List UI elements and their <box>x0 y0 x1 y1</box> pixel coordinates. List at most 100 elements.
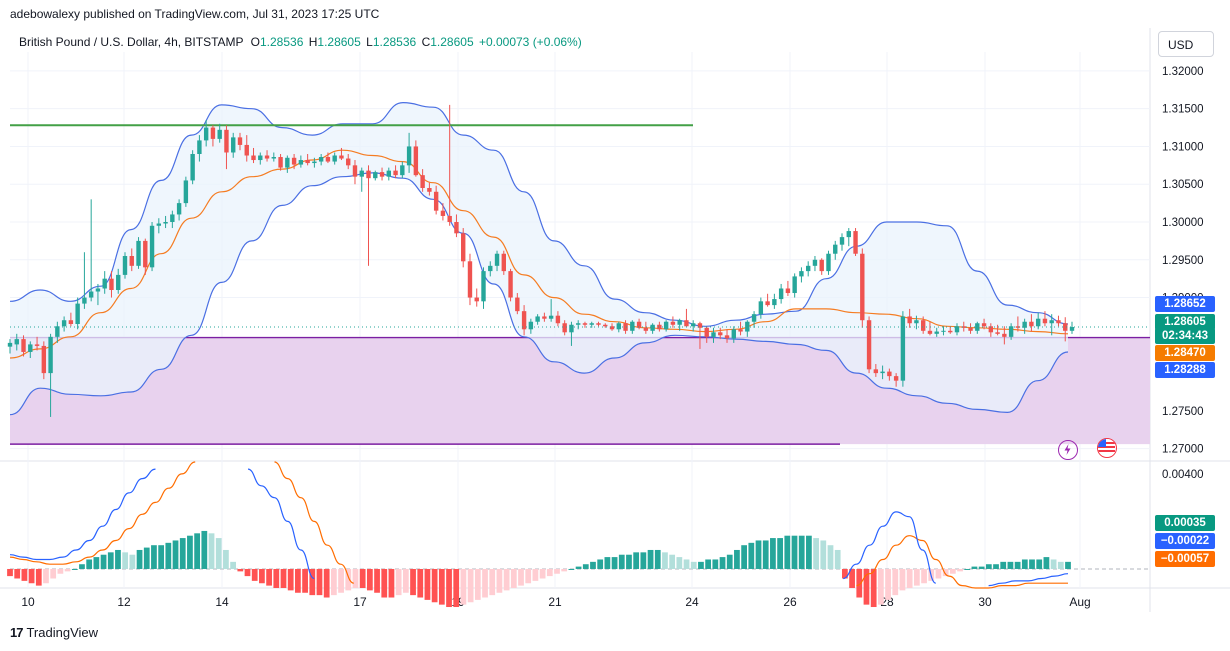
histogram-bar <box>554 568 560 574</box>
candle-body <box>55 326 60 337</box>
histogram-bar <box>604 557 611 569</box>
histogram-bar <box>798 535 805 569</box>
candle-body <box>88 291 94 298</box>
histogram-bar <box>561 568 568 572</box>
candle-body <box>866 320 872 370</box>
candle-body <box>1029 321 1034 327</box>
brand-name[interactable]: TradingView <box>26 625 99 640</box>
histogram-bar <box>1029 559 1035 569</box>
candle-body <box>603 324 608 327</box>
candle-body <box>657 324 662 330</box>
candle-body <box>61 320 67 327</box>
candle-body <box>521 311 527 330</box>
histogram-bar <box>935 568 942 579</box>
candle-body <box>461 233 466 262</box>
histogram-bar <box>1021 559 1028 569</box>
histogram-bar <box>770 538 776 569</box>
candle-body <box>420 175 425 188</box>
candle-body <box>690 323 696 327</box>
histogram-bar <box>532 568 539 581</box>
histogram-bar <box>35 568 42 586</box>
histogram-bar <box>949 568 956 574</box>
histogram-bar <box>273 568 280 588</box>
histogram-bar <box>366 568 373 591</box>
histogram-bar <box>942 568 949 577</box>
candle-body <box>670 321 676 325</box>
candle-body <box>1022 321 1027 328</box>
bollinger-lower-line <box>9 172 1069 416</box>
histogram-bar <box>223 549 229 569</box>
candle-body <box>772 299 777 306</box>
candle-body <box>941 330 946 332</box>
histogram-bar <box>330 568 337 596</box>
bollinger-lower-badge: 1.28288 <box>1155 362 1215 378</box>
histogram-bar <box>50 568 57 579</box>
histogram-bar <box>856 568 863 598</box>
histogram-bar <box>417 568 424 598</box>
histogram-bar <box>1007 561 1014 569</box>
candle-body <box>346 158 351 166</box>
time-tick-label: 10 <box>21 595 35 609</box>
candle-body <box>812 259 818 266</box>
candle-body <box>149 225 155 268</box>
histogram-bar <box>496 568 503 593</box>
histogram-bar <box>136 549 143 569</box>
candle-body <box>481 271 486 302</box>
histogram-bar <box>280 568 287 588</box>
bollinger-basis-badge: 1.28470 <box>1155 345 1215 361</box>
candle-body <box>494 253 500 266</box>
histogram-bar <box>957 568 963 572</box>
histogram-bar <box>28 568 35 584</box>
histogram-bar <box>640 552 647 569</box>
histogram-bar <box>381 568 388 598</box>
price-tick-label: 1.32000 <box>1162 66 1204 78</box>
candle-body <box>548 315 554 319</box>
histogram-bar <box>719 557 726 569</box>
candle-body <box>271 157 277 159</box>
candle-body <box>826 253 831 272</box>
candle-body <box>968 327 973 331</box>
histogram-bar <box>503 568 510 591</box>
histogram-bar <box>86 559 93 569</box>
candle-body <box>264 155 270 159</box>
histogram-bar <box>129 554 136 569</box>
candle-body <box>914 320 919 324</box>
histogram-bar <box>813 538 819 569</box>
histogram-bar <box>590 561 596 569</box>
histogram-bar <box>863 568 870 605</box>
candle-body <box>677 320 682 325</box>
candle-body <box>893 376 899 381</box>
histogram-bar <box>388 568 395 598</box>
candle-body <box>1069 327 1075 331</box>
candle-body <box>413 146 419 176</box>
open-value: 1.28536 <box>260 35 304 49</box>
histogram-bar <box>1000 561 1007 569</box>
histogram-bar <box>546 568 553 577</box>
histogram-bar <box>690 561 697 569</box>
candle-body <box>244 144 249 156</box>
candle-body <box>352 165 358 177</box>
histogram-bar <box>151 545 157 569</box>
histogram-bar <box>676 557 683 569</box>
candle-body <box>305 160 310 164</box>
candle-body <box>143 240 148 268</box>
candle-body <box>366 170 371 179</box>
candle-body <box>116 274 121 290</box>
candle-body <box>555 315 561 324</box>
histogram-bar <box>870 568 877 608</box>
lightning-icon[interactable] <box>1058 440 1078 460</box>
histogram-bar <box>755 540 762 569</box>
symbol-title[interactable]: British Pound / U.S. Dollar, 4h, BITSTAM… <box>19 35 244 49</box>
histogram-bar <box>345 568 352 591</box>
candle-body <box>95 288 101 292</box>
candle-body <box>1049 320 1054 324</box>
us-flag-icon[interactable] <box>1097 438 1117 458</box>
histogram-bar <box>748 542 755 569</box>
candle-body <box>176 203 182 215</box>
histogram-bar <box>194 533 201 569</box>
candles <box>7 104 1075 417</box>
candle-body <box>508 271 513 298</box>
currency-button[interactable]: USD <box>1158 31 1214 57</box>
histogram-bar <box>302 568 308 593</box>
